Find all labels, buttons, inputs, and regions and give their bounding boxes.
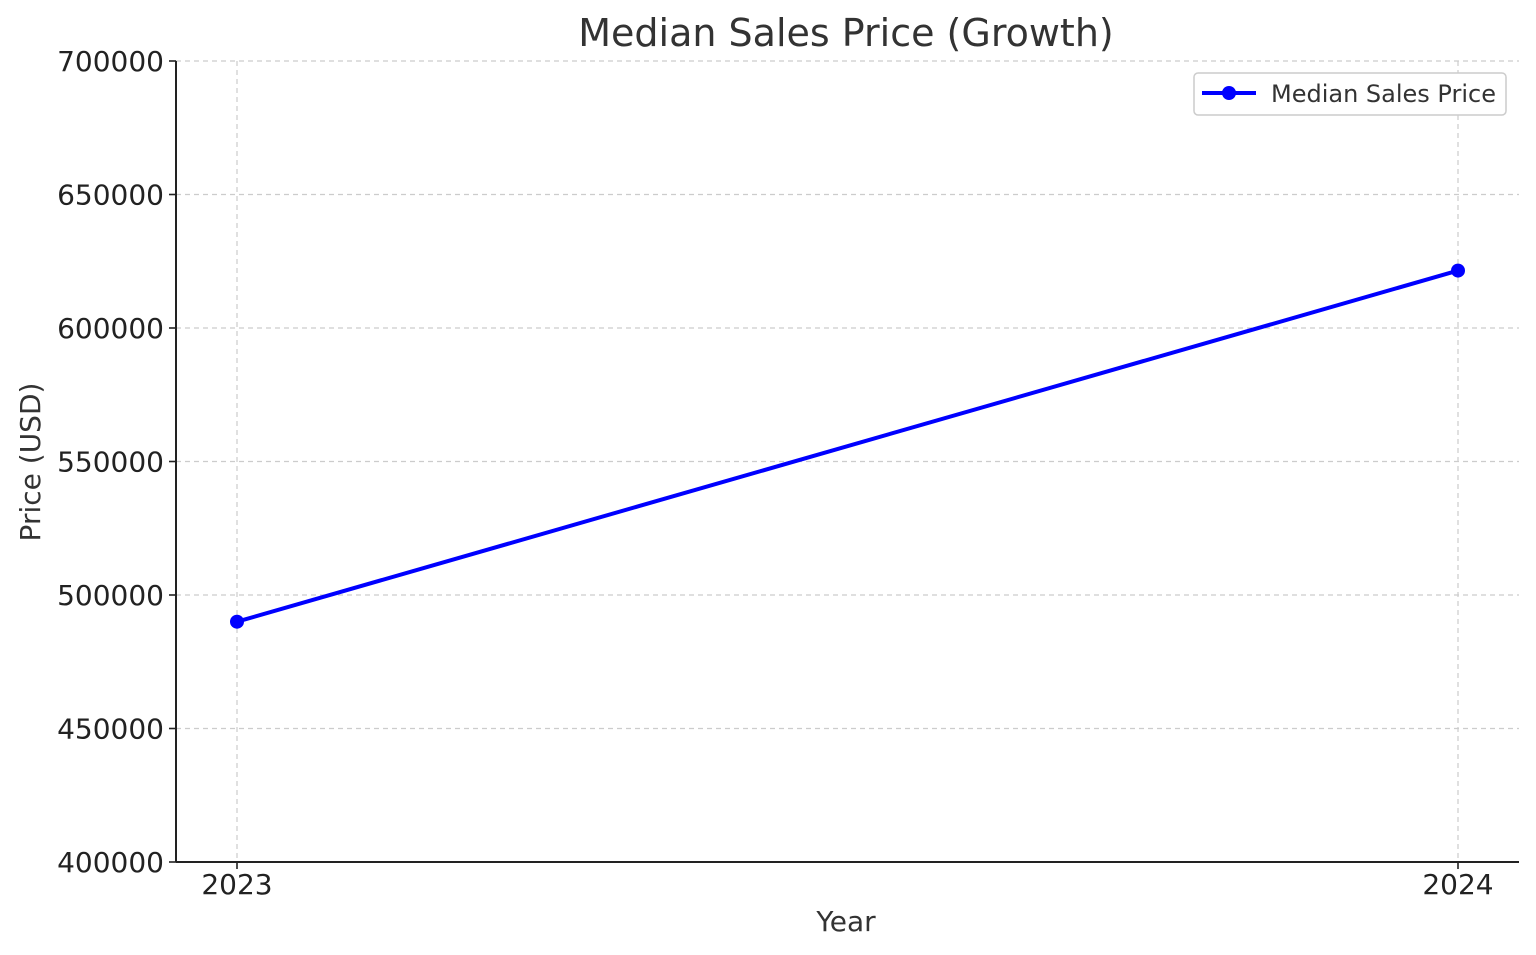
- y-tick-label: 400000: [57, 846, 164, 879]
- y-tick-label: 600000: [57, 312, 164, 345]
- y-tick-label: 500000: [57, 579, 164, 612]
- series-line: [236, 268, 1459, 624]
- legend-entry-median-sales-price: Median Sales Price: [1271, 80, 1496, 108]
- legend-box: [1193, 72, 1507, 116]
- x-axis-label: Year: [815, 905, 876, 938]
- legend-swatch-marker: [1222, 86, 1236, 100]
- data-point: [230, 614, 244, 629]
- x-tick-label: 2023: [201, 868, 272, 901]
- y-axis-label: Price (USD): [14, 383, 47, 542]
- x-tick-label: 2024: [1422, 868, 1493, 901]
- y-tick-label: 550000: [57, 446, 164, 479]
- y-tick-label: 450000: [57, 713, 164, 746]
- chart-title: Median Sales Price (Growth): [578, 11, 1114, 55]
- y-tick-label: 650000: [57, 179, 164, 212]
- ticks: 400000 450000 500000 550000 600000 650000 7000…: [57, 45, 1494, 901]
- series-layer: [230, 263, 1465, 629]
- legend: Median Sales Price: [1193, 72, 1507, 116]
- grid: [176, 60, 1519, 863]
- data-point: [1451, 263, 1465, 278]
- y-tick-label: 700000: [57, 45, 164, 78]
